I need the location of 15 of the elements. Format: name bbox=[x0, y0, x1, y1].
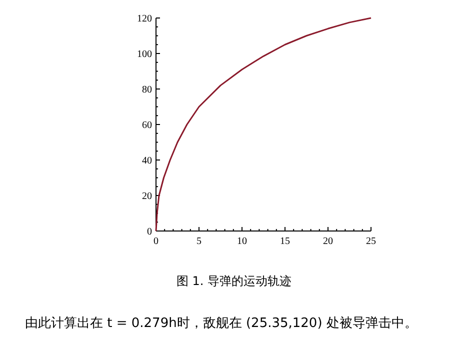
caption: 图 1. 导弹的运动轨迹 bbox=[176, 274, 292, 288]
y-tick-label: 20 bbox=[142, 191, 152, 202]
x-tick-label: 5 bbox=[196, 236, 202, 247]
x-tick-label: 20 bbox=[323, 236, 333, 247]
y-tick-label: 100 bbox=[137, 49, 152, 60]
x-tick-label: 15 bbox=[280, 236, 290, 247]
y-tick-label: 120 bbox=[137, 14, 152, 24]
x-tick-label: 25 bbox=[366, 236, 376, 247]
line-series bbox=[155, 17, 372, 232]
y-tick-label: 80 bbox=[142, 84, 152, 96]
x-tick-label: 10 bbox=[237, 236, 247, 247]
y-tick-label: 40 bbox=[142, 156, 152, 166]
y-tick-label: 60 bbox=[142, 120, 152, 131]
y-tick-label: 0 bbox=[147, 226, 152, 238]
text: 由此计算出在 t = 0.279h时，敌舰在 (25.35,120) 处被导弹击中。 bbox=[25, 316, 418, 331]
